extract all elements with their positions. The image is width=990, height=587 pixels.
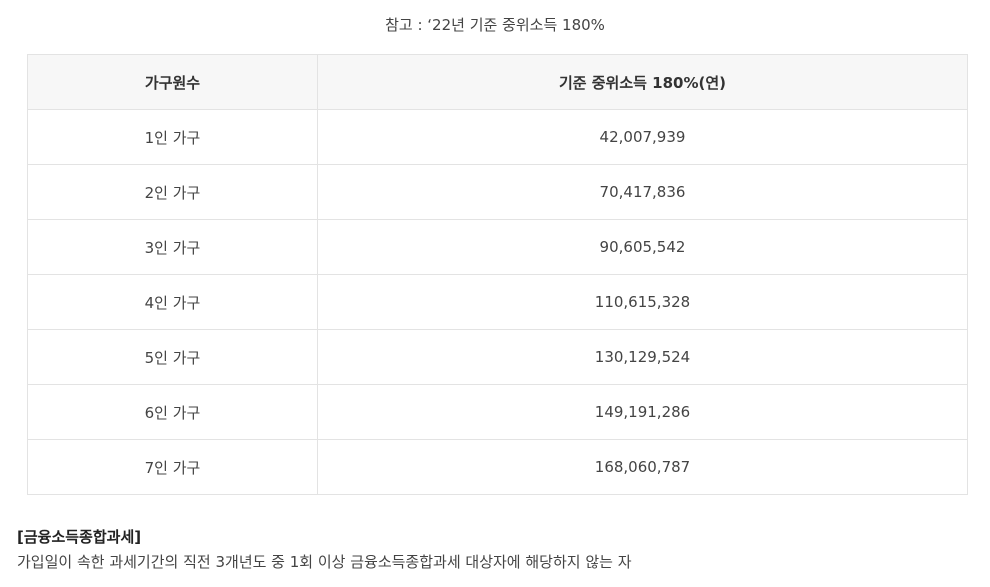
household-size-cell: 4인 가구 <box>27 274 318 330</box>
household-size-cell: 5인 가구 <box>27 329 318 385</box>
table-caption: 참고 : ‘22년 기준 중위소득 180% <box>385 16 605 34</box>
income-cell: 42,007,939 <box>317 109 968 165</box>
household-size-cell: 3인 가구 <box>27 219 318 275</box>
section-title: [금융소득종합과세] <box>17 528 142 546</box>
table-header-row: 가구원수 기준 중위소득 180%(연) <box>27 54 968 110</box>
household-size-cell: 7인 가구 <box>27 439 318 495</box>
section-description: 가입일이 속한 과세기간의 직전 3개년도 중 1회 이상 금융소득종합과세 대… <box>17 553 632 571</box>
income-cell: 130,129,524 <box>317 329 968 385</box>
income-cell: 168,060,787 <box>317 439 968 495</box>
income-cell: 70,417,836 <box>317 164 968 220</box>
household-size-cell: 6인 가구 <box>27 384 318 440</box>
table-row: 4인 가구 110,615,328 <box>27 274 968 330</box>
table-row: 1인 가구 42,007,939 <box>27 109 968 165</box>
header-median-income: 기준 중위소득 180%(연) <box>317 54 968 110</box>
table-row: 7인 가구 168,060,787 <box>27 439 968 495</box>
household-size-cell: 2인 가구 <box>27 164 318 220</box>
table-row: 3인 가구 90,605,542 <box>27 219 968 275</box>
median-income-table: 가구원수 기준 중위소득 180%(연) 1인 가구 42,007,939 2인… <box>27 54 968 495</box>
table-row: 6인 가구 149,191,286 <box>27 384 968 440</box>
income-cell: 149,191,286 <box>317 384 968 440</box>
header-household-size: 가구원수 <box>27 54 318 110</box>
income-cell: 90,605,542 <box>317 219 968 275</box>
table-row: 2인 가구 70,417,836 <box>27 164 968 220</box>
table-row: 5인 가구 130,129,524 <box>27 329 968 385</box>
income-cell: 110,615,328 <box>317 274 968 330</box>
household-size-cell: 1인 가구 <box>27 109 318 165</box>
